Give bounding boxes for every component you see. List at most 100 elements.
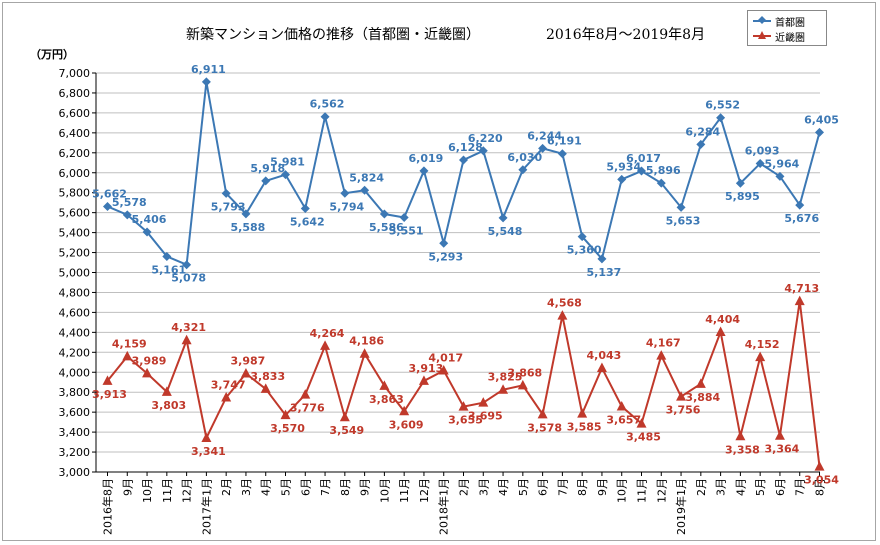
y-tick-label: 5,200 (59, 247, 91, 260)
data-point (715, 326, 726, 336)
data-label: 5,137 (587, 266, 622, 279)
data-label: 6,017 (626, 152, 661, 165)
x-tick-label: 12月 (655, 478, 668, 503)
data-label: 5,406 (132, 213, 167, 226)
y-tick-label: 4,000 (59, 366, 91, 379)
data-label: 4,186 (349, 335, 384, 348)
y-tick-label: 3,200 (59, 446, 91, 459)
data-point (616, 400, 627, 411)
y-tick-label: 4,200 (59, 346, 91, 359)
data-label: 5,360 (567, 244, 602, 257)
y-tick-label: 5,600 (59, 207, 91, 220)
x-tick-label: 2018年1月 (437, 478, 451, 535)
y-tick-label: 4,600 (59, 306, 91, 319)
data-point (597, 254, 607, 264)
data-point (676, 202, 686, 212)
data-point (557, 310, 568, 320)
x-tick-label: 7月 (319, 478, 332, 496)
data-label: 5,895 (725, 190, 760, 203)
data-point (340, 188, 350, 198)
data-point (617, 174, 627, 184)
data-label: 3,549 (329, 424, 364, 437)
data-point (577, 232, 587, 242)
y-tick-label: 4,800 (59, 286, 91, 299)
data-label: 4,043 (587, 349, 622, 362)
data-label: 5,662 (92, 187, 127, 200)
data-point (676, 391, 687, 401)
data-point (438, 365, 449, 375)
data-label: 3,054 (804, 474, 839, 487)
x-tick-label: 8月 (339, 478, 352, 496)
y-tick-label: 3,000 (59, 466, 91, 479)
data-point (182, 260, 192, 270)
y-tick-label: 6,000 (59, 167, 91, 180)
data-point (379, 209, 389, 219)
data-label: 5,793 (211, 200, 246, 213)
x-tick-label: 5月 (280, 478, 293, 496)
x-tick-label: 3月 (240, 478, 253, 496)
data-label: 3,989 (132, 354, 167, 367)
data-point (478, 397, 489, 407)
x-tick-label: 12月 (181, 478, 194, 503)
data-point (221, 391, 232, 402)
data-label: 6,128 (448, 141, 483, 154)
data-label: 4,404 (705, 313, 740, 326)
x-tick-label: 6月 (774, 478, 787, 496)
data-label: 3,825 (488, 371, 523, 384)
data-label: 6,244 (527, 129, 562, 142)
data-point (716, 113, 726, 123)
data-label: 3,776 (290, 402, 325, 415)
data-label: 3,987 (231, 355, 266, 368)
chart-title: 新築マンション価格の推移（首都圏・近畿圏） (186, 27, 480, 43)
data-point (399, 405, 410, 416)
data-label: 3,833 (250, 370, 285, 383)
data-label: 3,913 (92, 388, 127, 401)
data-point (122, 350, 133, 361)
data-label: 3,747 (211, 378, 246, 391)
data-label: 5,676 (784, 212, 819, 225)
y-tick-label: 7,000 (59, 67, 91, 80)
data-label: 3,655 (448, 414, 483, 427)
data-point (142, 227, 152, 237)
x-tick-label: 6月 (537, 478, 550, 496)
data-point (735, 430, 746, 441)
diamond-marker-icon (758, 16, 766, 24)
y-tick-label: 6,800 (59, 87, 91, 100)
y-tick-label: 6,200 (59, 147, 91, 160)
x-tick-label: 10月 (378, 478, 391, 503)
x-tick-label: 6月 (299, 478, 312, 496)
data-label: 3,364 (765, 443, 800, 456)
data-point (439, 238, 449, 248)
x-tick-label: 8月 (814, 478, 827, 496)
x-tick-label: 3月 (715, 478, 728, 496)
data-point (261, 176, 271, 186)
data-point (814, 461, 825, 471)
data-label: 3,657 (606, 413, 641, 426)
data-point (221, 188, 231, 198)
data-label: 3,863 (369, 393, 404, 406)
data-label: 5,578 (112, 196, 147, 209)
data-label: 3,341 (191, 445, 226, 458)
data-point (596, 362, 607, 372)
data-label: 4,159 (112, 337, 147, 350)
y-tick-label: 3,800 (59, 386, 91, 399)
x-tick-label: 7月 (794, 478, 807, 496)
data-label: 6,911 (191, 63, 226, 76)
data-point (418, 375, 429, 385)
data-label: 5,964 (765, 157, 800, 170)
data-label: 3,358 (725, 443, 760, 456)
data-point (636, 418, 647, 428)
y-tick-label: 3,400 (59, 426, 91, 439)
data-label: 3,485 (626, 431, 661, 444)
data-point (419, 166, 429, 176)
y-tick-label: 5,800 (59, 187, 91, 200)
data-label: 5,586 (369, 221, 404, 234)
x-tick-label: 9月 (121, 478, 134, 496)
legend-label: 首都圏 (775, 18, 805, 29)
x-tick-label: 8月 (576, 478, 589, 496)
x-tick-label: 9月 (596, 478, 609, 496)
x-tick-label: 5月 (754, 478, 767, 496)
data-label: 4,321 (171, 321, 206, 334)
data-label: 5,794 (329, 200, 364, 213)
